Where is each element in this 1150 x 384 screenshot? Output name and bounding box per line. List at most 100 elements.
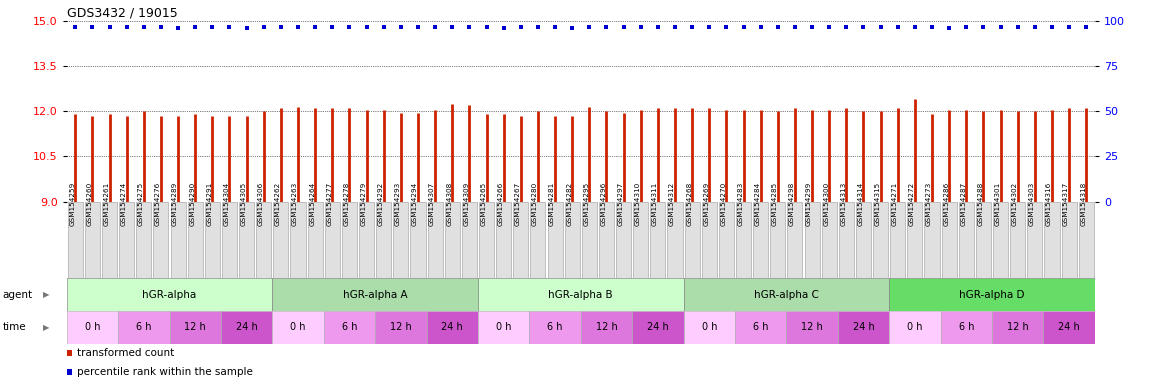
Bar [632,311,683,344]
Text: GSM154287: GSM154287 [960,182,966,226]
Bar [324,311,375,344]
Text: GSM154293: GSM154293 [394,182,401,226]
Bar [650,202,666,278]
Text: GSM154259: GSM154259 [69,182,75,226]
Text: GSM154268: GSM154268 [687,182,692,226]
Bar [85,202,100,278]
Text: GSM154276: GSM154276 [155,182,161,226]
Bar [67,278,273,311]
Bar [256,202,271,278]
Bar [976,202,991,278]
Bar [581,311,632,344]
Text: GSM154307: GSM154307 [429,182,435,226]
Text: GSM154286: GSM154286 [943,182,949,226]
Text: GSM154266: GSM154266 [498,182,504,226]
Bar [120,202,135,278]
Bar [462,202,477,278]
Text: hGR-alpha B: hGR-alpha B [549,290,613,300]
Bar [565,202,580,278]
Text: GSM154285: GSM154285 [772,182,777,226]
Text: GSM154318: GSM154318 [1080,182,1087,226]
Text: GSM154315: GSM154315 [875,182,881,226]
Bar [102,202,117,278]
Bar [427,311,478,344]
Bar [837,311,889,344]
Bar [496,202,512,278]
Text: GSM154294: GSM154294 [412,182,417,226]
Text: 24 h: 24 h [236,322,258,333]
Text: 24 h: 24 h [1058,322,1080,333]
Bar [118,311,169,344]
Text: hGR-alpha D: hGR-alpha D [959,290,1025,300]
Text: hGR-alpha: hGR-alpha [143,290,197,300]
Bar [684,202,699,278]
Text: 6 h: 6 h [753,322,768,333]
Bar [634,202,649,278]
Bar [170,202,185,278]
Text: GSM154291: GSM154291 [206,182,213,226]
Bar [376,202,391,278]
Bar [683,311,735,344]
Text: GSM154273: GSM154273 [926,182,932,226]
Bar [67,311,118,344]
Text: GSM154275: GSM154275 [138,182,144,226]
Text: 24 h: 24 h [852,322,874,333]
Text: GSM154316: GSM154316 [1046,182,1052,226]
Text: 0 h: 0 h [496,322,512,333]
Text: GSM154269: GSM154269 [704,182,710,226]
Text: GSM154312: GSM154312 [669,182,675,226]
Text: GSM154305: GSM154305 [240,182,246,226]
Text: GSM154311: GSM154311 [652,182,658,226]
Bar [169,311,221,344]
Bar [925,202,940,278]
Bar [273,311,324,344]
Text: GSM154309: GSM154309 [463,182,469,226]
Bar [428,202,443,278]
Bar [616,202,631,278]
Bar [291,202,306,278]
Text: 12 h: 12 h [1006,322,1028,333]
Bar [324,202,340,278]
Text: 0 h: 0 h [907,322,922,333]
Bar [1044,202,1059,278]
Text: hGR-alpha A: hGR-alpha A [343,290,407,300]
Bar [222,202,237,278]
Bar [805,202,820,278]
Bar [873,202,888,278]
Text: GSM154308: GSM154308 [446,182,452,226]
Text: GSM154317: GSM154317 [1063,182,1070,226]
Bar [411,202,425,278]
Text: GSM154261: GSM154261 [104,182,109,226]
Bar [273,278,478,311]
Text: GSM154263: GSM154263 [292,182,298,226]
Bar [889,311,941,344]
Bar [342,202,356,278]
Text: GSM154262: GSM154262 [275,182,281,226]
Bar [942,202,957,278]
Bar [153,202,169,278]
Text: GSM154284: GSM154284 [754,182,760,226]
Text: transformed count: transformed count [77,348,175,358]
Text: 24 h: 24 h [647,322,669,333]
Bar [702,202,716,278]
Bar [239,202,254,278]
Bar [599,202,614,278]
Bar [513,202,528,278]
Bar [719,202,734,278]
Text: 6 h: 6 h [136,322,152,333]
Text: 0 h: 0 h [290,322,306,333]
Text: hGR-alpha C: hGR-alpha C [754,290,819,300]
Text: GSM154310: GSM154310 [635,182,641,226]
Bar [992,311,1043,344]
Bar [992,202,1009,278]
Bar [1043,311,1095,344]
Text: GSM154283: GSM154283 [737,182,744,226]
Bar [478,278,683,311]
Bar [787,311,837,344]
Text: 0 h: 0 h [85,322,100,333]
Text: GSM154300: GSM154300 [823,182,829,226]
Text: GSM154274: GSM154274 [121,182,126,226]
Text: 12 h: 12 h [802,322,823,333]
Bar [547,202,562,278]
Text: GSM154298: GSM154298 [789,182,795,226]
